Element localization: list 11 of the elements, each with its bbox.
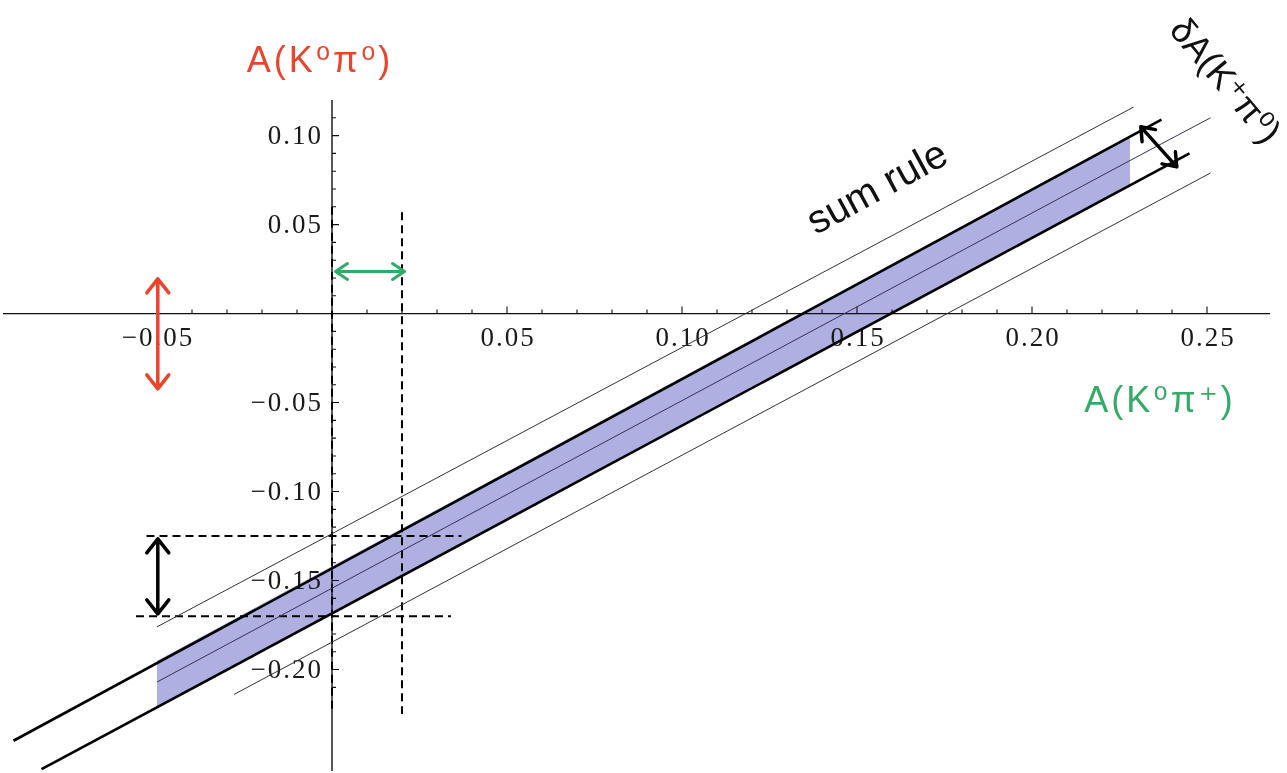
x-axis-title: A(K⁰π⁺) — [1084, 378, 1236, 420]
x-tick-label: 0.10 — [655, 321, 711, 352]
y-tick-label: 0.05 — [267, 208, 323, 239]
annotation: sum rule — [798, 130, 955, 243]
y-tick-label: 0.10 — [267, 119, 323, 150]
y-axis-title: A(K⁰π⁰) — [246, 38, 394, 80]
y-tick-label: −0.10 — [250, 475, 323, 506]
x-tick-label: 0.20 — [1005, 321, 1061, 352]
y-tick-label: −0.05 — [250, 386, 323, 417]
x-tick-label: 0.05 — [480, 321, 536, 352]
x-tick-label: 0.25 — [1180, 321, 1236, 352]
